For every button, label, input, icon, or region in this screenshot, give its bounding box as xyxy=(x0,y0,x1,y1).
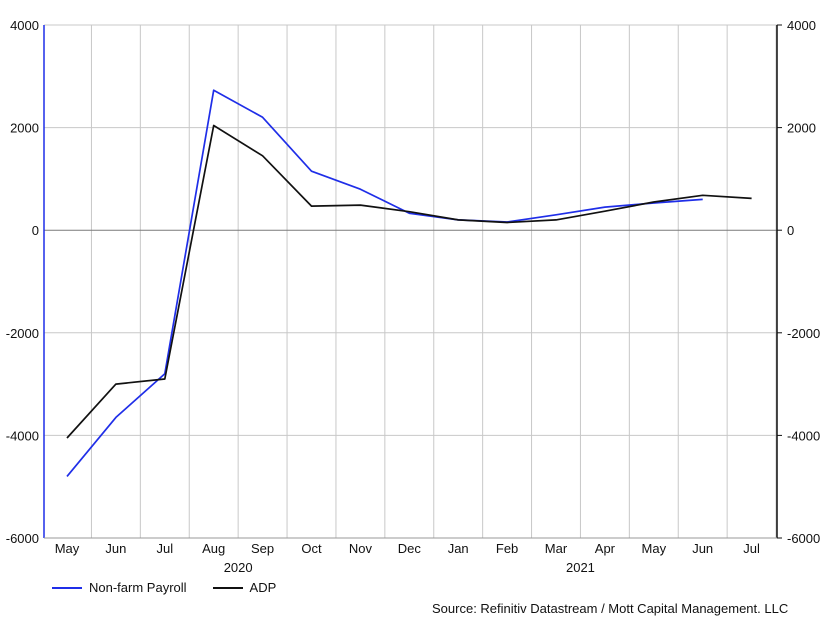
y-tick-label-right: -4000 xyxy=(787,428,820,443)
x-tick-label: Nov xyxy=(349,541,373,556)
y-tick-label-left: -4000 xyxy=(6,428,39,443)
x-tick-label: Dec xyxy=(398,541,422,556)
x-tick-label: Sep xyxy=(251,541,274,556)
y-tick-label-right: -6000 xyxy=(787,531,820,546)
legend-label-nonfarm: Non-farm Payroll xyxy=(89,580,187,595)
x-tick-label: Mar xyxy=(545,541,568,556)
x-tick-label: Oct xyxy=(301,541,322,556)
x-tick-label: Aug xyxy=(202,541,225,556)
series-line-adp xyxy=(66,124,752,439)
x-tick-label: Jun xyxy=(692,541,713,556)
legend-swatch-adp xyxy=(212,586,243,589)
axes xyxy=(43,24,782,539)
y-tick-label-left: 2000 xyxy=(10,121,39,136)
y-tick-label-right: 0 xyxy=(787,223,794,238)
y-tick-label-right: -2000 xyxy=(787,326,820,341)
legend-label-adp: ADP xyxy=(249,580,277,595)
x-tick-label: Jan xyxy=(448,541,469,556)
x-tick-label: Apr xyxy=(595,541,616,556)
y-tick-label-left: 4000 xyxy=(10,18,39,33)
y-tick-label-right: 2000 xyxy=(787,121,816,136)
tick-labels: 4000 4000 2000 2000 0 0 -2000 -2000 -4000 -4000 -6… xyxy=(6,18,821,575)
x-tick-label: May xyxy=(55,541,80,556)
y-tick-label-left: -6000 xyxy=(6,531,39,546)
grid xyxy=(44,24,777,539)
legend-item-adp: ADP xyxy=(212,580,277,595)
x-tick-label: Feb xyxy=(496,541,518,556)
legend-item-nonfarm: Non-farm Payroll xyxy=(52,580,187,595)
series-line-nonfarm-payroll xyxy=(66,89,703,477)
year-label: 2021 xyxy=(566,560,595,575)
y-tick-label-right: 4000 xyxy=(787,18,816,33)
x-tick-label: Jul xyxy=(743,541,760,556)
series-lines xyxy=(66,89,752,477)
x-tick-label: May xyxy=(642,541,667,556)
y-tick-label-left: 0 xyxy=(32,223,39,238)
source-note: Source: Refinitiv Datastream / Mott Capi… xyxy=(432,601,789,616)
legend-swatch-nonfarm xyxy=(52,586,82,589)
year-label: 2020 xyxy=(224,560,253,575)
x-tick-label: Jul xyxy=(156,541,173,556)
legend: Non-farm Payroll ADP xyxy=(52,580,302,595)
x-tick-label: Jun xyxy=(105,541,126,556)
y-tick-label-left: -2000 xyxy=(6,326,39,341)
